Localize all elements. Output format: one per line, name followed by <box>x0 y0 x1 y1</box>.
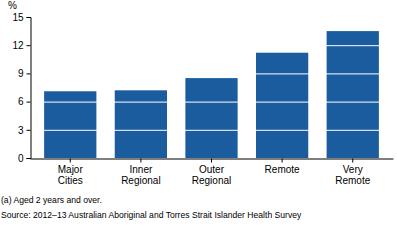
x-tick-mark <box>352 159 353 163</box>
y-tick-label: 9 <box>18 68 24 79</box>
x-tick-label-line: Inner <box>129 164 152 175</box>
x-tick: OuterRegional <box>192 159 231 187</box>
grid-line <box>30 102 393 103</box>
y-tick-mark <box>27 102 31 103</box>
y-tick-label: 3 <box>18 125 24 136</box>
x-tick-mark <box>211 159 212 163</box>
y-axis-label: % <box>8 0 17 11</box>
y-tick-mark <box>27 17 31 18</box>
x-tick-label-line: Regional <box>121 175 160 186</box>
bar <box>256 53 308 158</box>
bar <box>115 90 167 158</box>
x-tick-label-line: Remote <box>335 175 370 186</box>
grid-line <box>30 73 393 74</box>
x-tick-mark <box>70 159 71 163</box>
x-tick-label-line: Remote <box>265 164 300 175</box>
x-tick-label: InnerRegional <box>121 164 160 187</box>
x-tick-label: VeryRemote <box>335 164 370 187</box>
x-tick-label-line: Cities <box>58 175 83 186</box>
x-tick: Remote <box>265 159 300 175</box>
grid-line <box>30 17 393 18</box>
x-tick-label: OuterRegional <box>192 164 231 187</box>
x-tick-mark <box>282 159 283 163</box>
y-tick-label: 12 <box>12 40 24 51</box>
bar <box>44 91 96 158</box>
x-tick-label: Remote <box>265 164 300 175</box>
x-tick-label-line: Very <box>343 164 363 175</box>
chart: 03691215MajorCitiesInnerRegionalOuterReg… <box>0 0 397 227</box>
x-tick: VeryRemote <box>335 159 370 187</box>
y-tick: 12 <box>12 40 30 51</box>
y-tick: 3 <box>18 125 31 136</box>
x-tick: MajorCities <box>58 159 84 187</box>
grid-line <box>30 45 393 46</box>
x-tick-label-line: Major <box>58 164 84 175</box>
x-tick-mark <box>140 159 141 163</box>
footnote: Source: 2012–13 Australian Aboriginal an… <box>1 210 302 220</box>
y-tick: 15 <box>12 12 30 23</box>
bar <box>185 78 237 158</box>
y-tick-label: 0 <box>18 153 24 164</box>
x-axis: MajorCitiesInnerRegionalOuterRegionalRem… <box>31 159 394 187</box>
plot-area <box>30 18 393 159</box>
grid-line <box>30 130 393 131</box>
y-tick-mark <box>27 158 31 159</box>
y-tick: 9 <box>18 68 31 79</box>
footnote: (a) Aged 2 years and over. <box>1 195 102 205</box>
y-tick: 0 <box>18 153 31 164</box>
y-tick-label: 15 <box>12 12 24 23</box>
x-tick-label-line: Outer <box>199 164 225 175</box>
y-axis-line <box>27 18 32 159</box>
y-tick-label: 6 <box>18 96 24 107</box>
x-tick: InnerRegional <box>121 159 160 187</box>
bar <box>327 31 379 158</box>
x-tick-label: MajorCities <box>58 164 84 187</box>
x-tick-label-line: Regional <box>192 175 231 186</box>
y-axis: 0 3 6 9 12 15 <box>12 12 31 164</box>
y-tick-mark <box>27 45 31 46</box>
y-tick: 6 <box>18 96 31 107</box>
y-tick-mark <box>27 73 31 74</box>
y-tick-mark <box>27 130 31 131</box>
